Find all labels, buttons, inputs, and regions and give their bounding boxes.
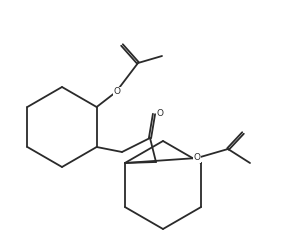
Text: O: O <box>113 88 121 96</box>
Text: O: O <box>194 154 200 162</box>
Text: O: O <box>156 109 164 119</box>
